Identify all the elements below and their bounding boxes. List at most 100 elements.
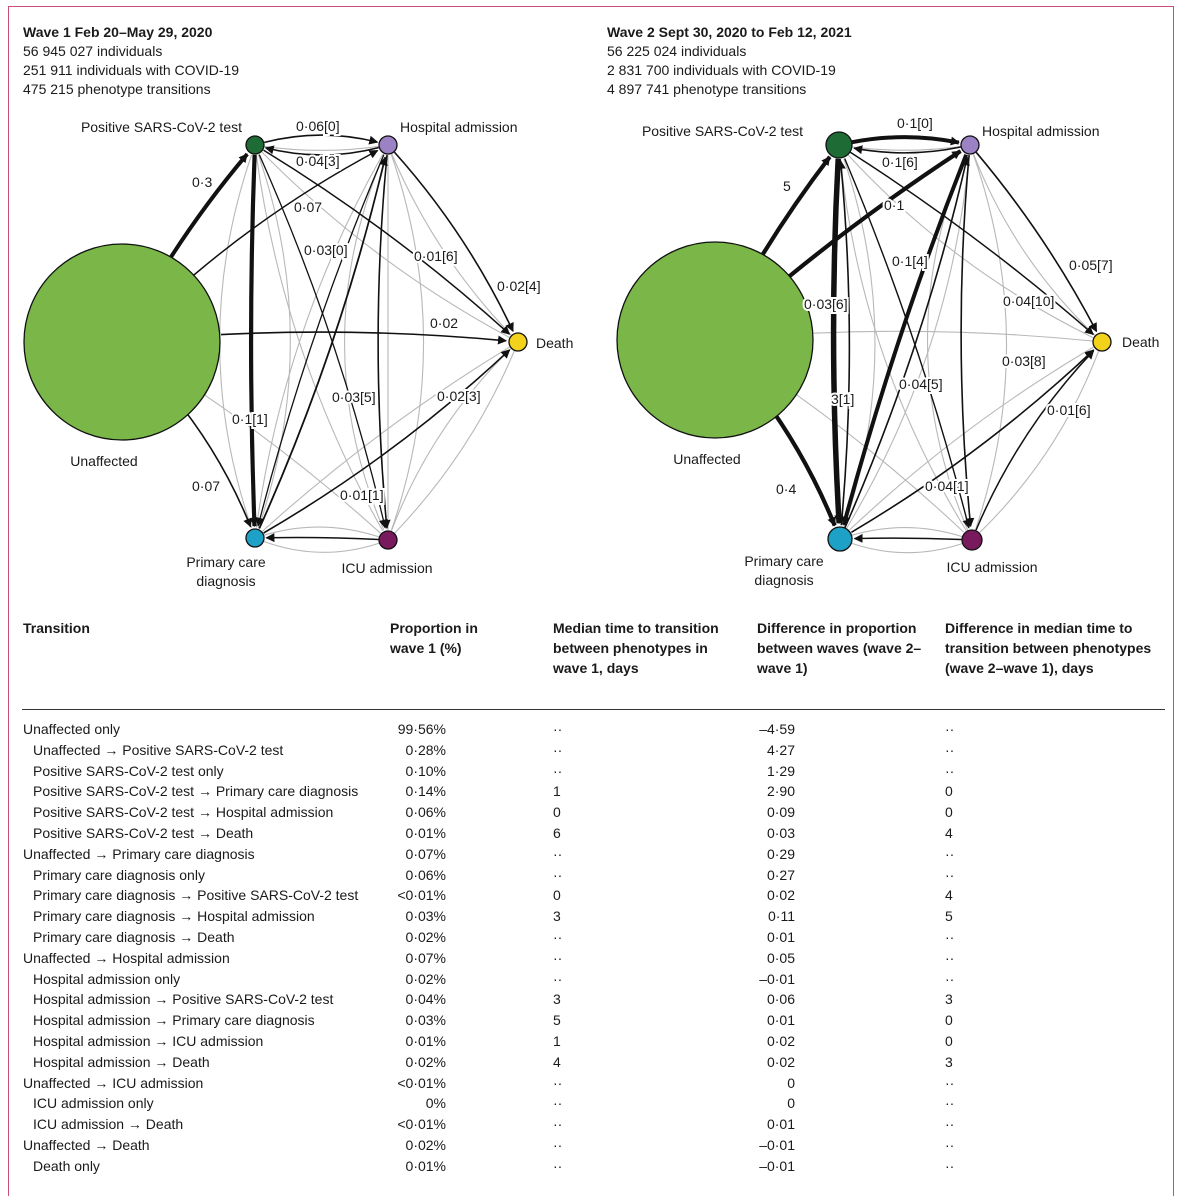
transition-edge [850,349,1095,533]
diff-proportion-cell: 0·01 [766,1012,795,1029]
transition-edge [248,154,259,528]
diff-proportion-cell: 0·06 [766,991,795,1008]
diff-proportion-cell: 0·01 [766,928,795,945]
median-time-cell: ·· [553,1095,563,1112]
transition-edge [975,350,1095,531]
col-header-diff-proportion: Difference in proportion between waves (… [757,620,922,676]
diff-proportion-cell: 2·90 [766,783,795,800]
median-time-cell: ·· [553,928,563,945]
edge-label: 0·1[1] [232,411,268,427]
proportion-cell: 0·28% [405,741,446,758]
transition-cell: Positive SARS-CoV-2 test → Hospital admi… [33,804,334,821]
wave1-covid-individuals: 251 911 individuals with COVID-19 [23,62,240,78]
edge-label: 0·03[0] [304,242,348,258]
wave2-transition-network: Unaffected Positive SARS-CoV-2 test Hospit… [616,113,1159,588]
proportion-cell: 0·07% [405,845,446,862]
median-time-cell: 1 [553,783,561,800]
diff-proportion-cell: –0·01 [759,1157,795,1174]
diff-proportion-cell: 1·29 [766,762,795,779]
transition-cell: Hospital admission → Positive SARS-CoV-2… [33,991,334,1008]
proportion-cell: 0·14% [405,783,446,800]
edge-label: 0·1 [884,197,904,213]
median-time-cell: ·· [553,741,563,758]
transition-cell: Positive SARS-CoV-2 test → Death [33,824,254,841]
proportion-cell: 0·02% [405,1136,446,1153]
minor-transition-edge [851,542,963,554]
transition-cell: Unaffected → Positive SARS-CoV-2 test [33,741,284,758]
proportion-cell: 0·03% [405,908,446,925]
minor-transition-edge [261,346,510,532]
proportion-cell: 0·01% [405,1032,446,1049]
diff-proportion-cell: 0·01 [766,1116,795,1133]
edge-label: 0·1[4] [892,253,928,269]
table-row: Primary care diagnosis only 0·06% ·· 0·27 ·· [0,865,1184,886]
edge-label: 0·02[3] [437,388,481,404]
table-row: Death only 0·01% ·· –0·01 ·· [0,1156,1184,1177]
minor-transition-edge [344,154,385,531]
minor-transition-edge [851,527,963,538]
transition-cell: Unaffected → Death [23,1136,150,1153]
wave1-individuals: 56 945 027 individuals [23,43,163,59]
diff-median-cell: ·· [945,845,955,862]
edge-label: 0·04[10] [1003,293,1054,309]
node-label-icu: ICU admission [946,559,1037,575]
edge-label: 0·4 [776,481,796,497]
table-row: Hospital admission → ICU admission 0·01% 1… [0,1031,1184,1052]
table-row: Hospital admission → Death 0·02% 4 0·02 3 [0,1052,1184,1073]
node-positive [245,135,265,155]
median-time-cell: ·· [553,721,563,737]
wave1-header: Wave 1 Feb 20–May 29, 2020 56 945 027 in… [23,23,239,99]
minor-transition-edge [852,145,961,151]
diff-proportion-cell: –4·59 [759,721,795,737]
diff-proportion-cell: –0·01 [759,1136,795,1153]
edge-label: 0·3 [192,174,212,190]
edge-label: 0·02[4] [497,278,541,294]
transition-edge [849,151,1094,335]
minor-transition-edge [972,154,1008,531]
table-row: Primary care diagnosis → Death 0·02% ·· 0·0… [0,927,1184,948]
proportion-cell: 0% [425,1095,446,1112]
median-time-cell: ·· [553,1157,563,1174]
median-time-cell: ·· [553,970,563,987]
node-label-positive: Positive SARS-CoV-2 test [81,119,242,135]
transition-cell: Unaffected → Primary care diagnosis [23,845,255,862]
wave2-header: Wave 2 Sept 30, 2020 to Feb 12, 2021 56 … [607,23,852,99]
transition-edge [264,134,379,145]
diff-median-cell: 4 [945,887,953,904]
node-primary [245,528,265,548]
transition-edge [258,154,388,529]
transition-edge [960,154,975,528]
diff-median-cell: ·· [945,1116,955,1133]
diff-proportion-cell: 0·05 [766,949,795,966]
transition-edge [264,145,379,156]
table-row: Unaffected → Primary care diagnosis 0·07%… [0,844,1184,865]
diff-median-cell: ·· [945,1157,955,1174]
transition-edge [263,349,511,534]
transition-cell: Hospital admission → Death [33,1053,210,1070]
transition-cell: ICU admission → Death [33,1116,184,1133]
median-time-cell: ·· [553,845,563,862]
diff-median-cell: 4 [945,824,953,841]
node-hospital [378,135,398,155]
transition-cell: Primary care diagnosis → Hospital admiss… [33,908,315,925]
wave2-title: Wave 2 Sept 30, 2020 to Feb 12, 2021 [607,24,852,40]
minor-transition-edge [263,540,380,553]
edge-label: 0·01[1] [340,487,384,503]
node-label-hospital: Hospital admission [982,123,1100,139]
transition-cell: Hospital admission only [33,970,181,987]
table-row: Hospital admission → Primary care diagno… [0,1010,1184,1031]
median-time-cell: 3 [553,908,561,925]
table-row: Positive SARS-CoV-2 test → Hospital admi… [0,802,1184,823]
node-label-positive: Positive SARS-CoV-2 test [642,123,803,139]
node-death [508,332,528,352]
diff-proportion-cell: 0·09 [766,804,795,821]
minor-transition-edge [390,348,512,532]
node-label-death: Death [536,335,573,351]
table-row: Positive SARS-CoV-2 test → Primary care … [0,781,1184,802]
median-time-cell: ·· [553,1116,563,1133]
edge-label: 0·03[8] [1002,353,1046,369]
diff-median-cell: ·· [945,1095,955,1112]
col-header-transition: Transition [23,620,90,636]
transition-cell: Hospital admission → ICU admission [33,1032,264,1049]
transition-cell: Primary care diagnosis → Positive SARS-C… [33,887,359,904]
